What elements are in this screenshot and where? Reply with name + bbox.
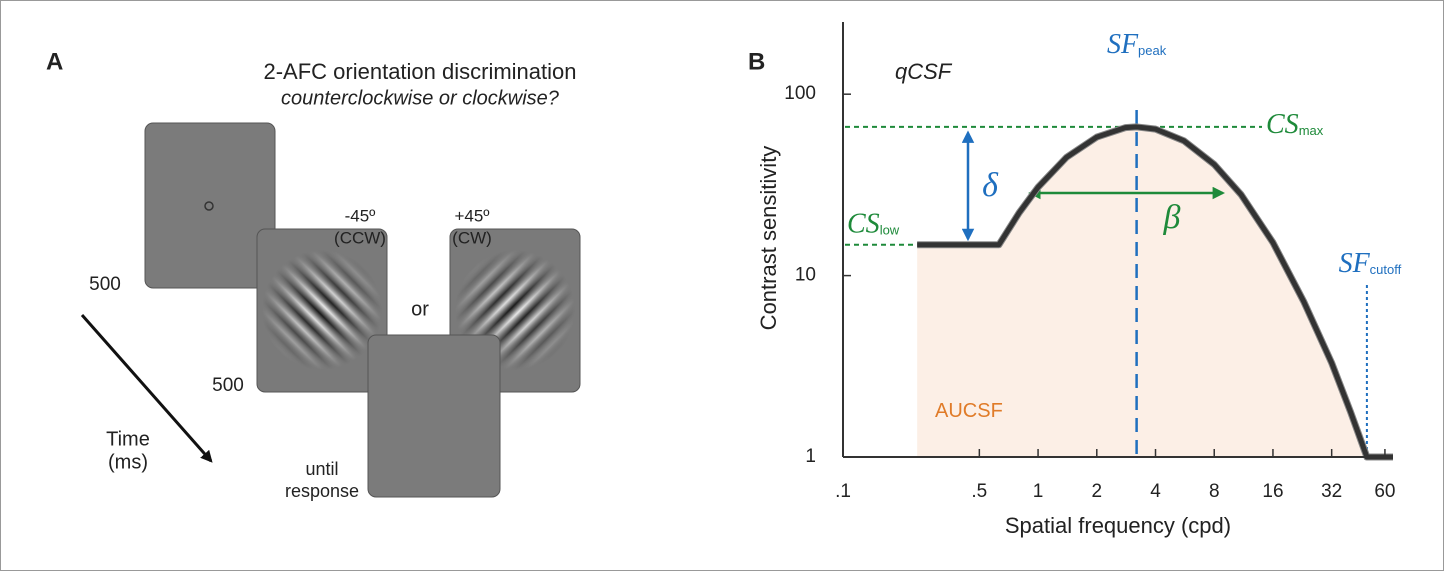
annotation: β bbox=[1163, 199, 1181, 236]
fixation-dot bbox=[204, 201, 214, 211]
time-arrow bbox=[80, 314, 213, 463]
panel-label: A bbox=[46, 48, 63, 75]
area bbox=[917, 126, 1367, 457]
annotation: SFpeak bbox=[1107, 29, 1167, 60]
x-tick-label: 1 bbox=[1033, 481, 1044, 502]
annotation-text: qCSF bbox=[895, 59, 953, 84]
annotation-text: β bbox=[1163, 199, 1181, 236]
plot: .1 .5 1 2 4 8 16 32 60 1 10 100 Spatial frequency (c… bbox=[756, 22, 1402, 538]
stimulus-angle: +45º bbox=[454, 206, 489, 225]
fixation-frame bbox=[144, 122, 276, 289]
annotation-text: CS bbox=[1266, 109, 1299, 140]
x-axis-label: Spatial frequency (cpd) bbox=[1005, 513, 1231, 538]
stimulus-direction: (CCW) bbox=[334, 228, 386, 247]
stimulus-angle: -45º bbox=[345, 206, 376, 225]
y-tick-label: 10 bbox=[795, 265, 816, 286]
x-tick-label: 4 bbox=[1150, 481, 1161, 502]
annotation: CSmax bbox=[1266, 109, 1324, 140]
x-tick-label: .1 bbox=[835, 481, 851, 502]
x-tick-label: 60 bbox=[1374, 481, 1395, 502]
annotation-text: SF bbox=[1339, 248, 1371, 279]
x-tick-label: 32 bbox=[1321, 481, 1342, 502]
annotation-text: δ bbox=[982, 167, 999, 204]
annotation-sub: low bbox=[880, 223, 900, 238]
annotation-text: SF bbox=[1107, 29, 1139, 60]
y-axis-label: Contrast sensitivity bbox=[756, 146, 781, 331]
annotation-sub: peak bbox=[1138, 43, 1167, 58]
subtitle: counterclockwise or clockwise? bbox=[281, 87, 560, 109]
time-label: (ms) bbox=[108, 451, 148, 473]
x-tick-label: 2 bbox=[1091, 481, 1102, 502]
or-label: or bbox=[411, 298, 429, 320]
time-label: Time bbox=[106, 428, 150, 450]
panel-label: B bbox=[748, 48, 765, 75]
x-tick-label: 8 bbox=[1209, 481, 1220, 502]
annotation: CSlow bbox=[847, 209, 900, 240]
gabor-ccw bbox=[262, 250, 382, 370]
annotation: SFcutoff bbox=[1339, 248, 1402, 279]
annotation-sub: max bbox=[1299, 123, 1324, 138]
x-tick-label: 16 bbox=[1262, 481, 1283, 502]
annotation-sub: cutoff bbox=[1370, 262, 1402, 277]
x-tick-label: .5 bbox=[971, 481, 987, 502]
title: 2-AFC orientation discrimination bbox=[263, 59, 576, 84]
annotation-text: AUCSF bbox=[935, 400, 1003, 422]
y-tick-label: 1 bbox=[805, 446, 816, 467]
annotation: qCSF bbox=[895, 59, 953, 84]
annotation: δ bbox=[982, 167, 999, 204]
curve bbox=[917, 124, 1393, 460]
duration: 500 bbox=[212, 375, 244, 396]
duration: 500 bbox=[89, 274, 121, 295]
response-frame bbox=[367, 334, 501, 498]
response-label: response bbox=[285, 481, 359, 501]
annotation: AUCSF bbox=[935, 400, 1003, 422]
annotation-text: CS bbox=[847, 209, 880, 240]
response-label: until bbox=[305, 459, 338, 479]
y-tick-label: 100 bbox=[784, 83, 816, 104]
stimulus-direction: (CW) bbox=[452, 228, 492, 247]
